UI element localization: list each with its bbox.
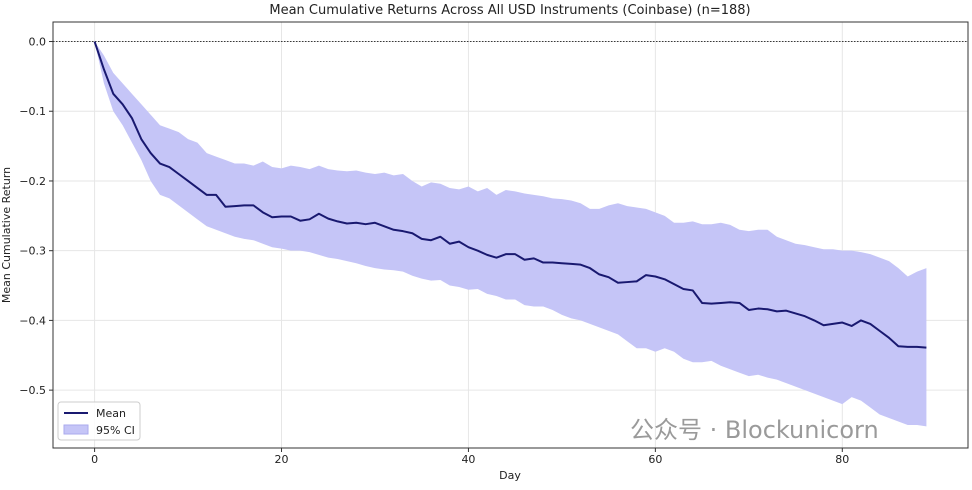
x-tick-label: 80 <box>835 453 849 466</box>
ci-band <box>94 41 927 427</box>
y-tick-label: −0.1 <box>19 105 46 118</box>
y-tick-label: −0.5 <box>19 384 46 397</box>
y-tick-label: −0.2 <box>19 175 46 188</box>
watermark: 公众号 · Blockunicorn <box>630 416 879 444</box>
x-tick-label: 60 <box>648 453 662 466</box>
y-tick-label: 0.0 <box>29 36 47 49</box>
x-axis-label: Day <box>499 469 521 482</box>
y-tick-label: −0.3 <box>19 245 46 258</box>
x-tick-label: 40 <box>461 453 475 466</box>
plot-frame <box>52 21 969 449</box>
y-tick-label: −0.4 <box>19 314 46 327</box>
x-tick-label: 20 <box>275 453 289 466</box>
legend: Mean 95% CI <box>57 401 141 441</box>
legend-ci-label: 95% CI <box>96 424 135 437</box>
legend-mean-label: Mean <box>96 407 126 420</box>
x-tick-label: 0 <box>91 453 98 466</box>
ticks: 0 20 40 60 80 0.0 −0.1 −0.2 −0.3 −0.4 −0.5 <box>19 36 849 466</box>
ci-band-group <box>94 41 927 427</box>
mean-line <box>93 41 927 349</box>
y-axis-label: Mean Cumulative Return <box>0 167 13 303</box>
chart-title: Mean Cumulative Returns Across All USD I… <box>269 3 750 18</box>
legend-ci-swatch <box>63 424 89 435</box>
mean-line-group <box>93 41 927 349</box>
